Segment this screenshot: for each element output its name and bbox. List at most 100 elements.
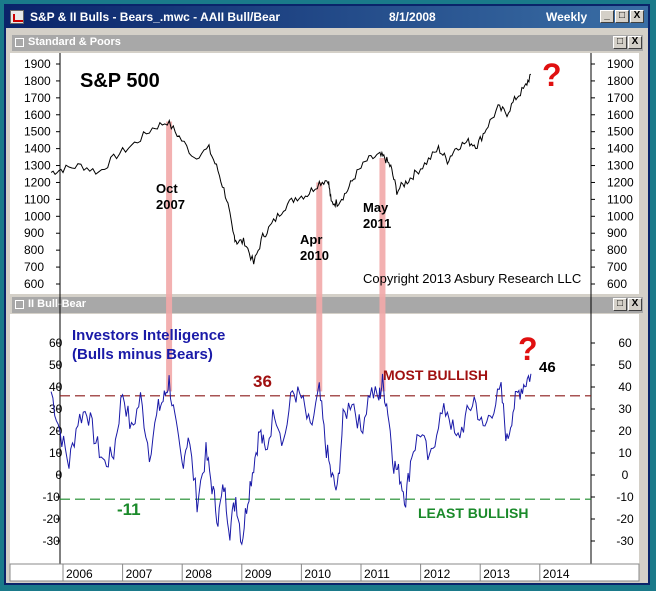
sp-right-tick-label: 1300: [607, 159, 634, 173]
x-year-tick-label: 2007: [126, 567, 153, 581]
ii-left-tick-label: 0: [56, 468, 63, 482]
least-bullish-value-label: -11: [117, 500, 141, 519]
ii-right-tick-label: -20: [616, 512, 634, 526]
sp-chart-title: S&P 500: [80, 70, 160, 92]
x-year-tick-label: 2009: [245, 567, 272, 581]
ii-plot-area: [60, 314, 591, 564]
sp-right-tick-label: 1100: [607, 192, 633, 206]
ii-left-tick-label: 30: [49, 402, 63, 416]
sp-left-tick-label: 700: [24, 260, 44, 274]
copyright-label: Copyright 2013 Asbury Research LLC: [363, 271, 581, 286]
sp-right-tick-label: 1500: [607, 125, 634, 139]
window-date: 8/1/2008: [389, 10, 436, 24]
bottom-panel-name: II Bull-Bear: [28, 298, 87, 310]
sp-left-tick-label: 1100: [24, 192, 50, 206]
ii-left-tick-label: -10: [43, 490, 61, 504]
sp-right-tick-label: 1800: [607, 74, 634, 88]
annotation-label-month: May: [363, 200, 389, 215]
sp-right-tick-label: 700: [607, 260, 627, 274]
sp-left-tick-label: 1700: [24, 91, 51, 105]
x-year-tick-label: 2014: [543, 567, 570, 581]
x-year-tick-label: 2011: [364, 567, 390, 581]
sp-right-tick-label: 800: [607, 243, 627, 257]
ii-left-tick-label: 10: [49, 446, 63, 460]
sp-left-tick-label: 1300: [24, 159, 51, 173]
x-year-tick-label: 2008: [185, 567, 212, 581]
highlight-band: [166, 121, 173, 392]
annotation-label-month: Oct: [156, 181, 178, 196]
x-year-tick-label: 2013: [483, 567, 510, 581]
annotation-label-year: 2010: [300, 248, 329, 263]
sp-right-tick-label: 1200: [607, 175, 634, 189]
ii-left-axis-area: [10, 314, 60, 564]
most-bullish-value-label: 36: [253, 372, 272, 391]
ii-chart-subtitle: (Bulls minus Bears): [72, 346, 213, 363]
sp-right-tick-label: 1400: [607, 142, 634, 156]
sp-right-tick-label: 1900: [607, 57, 634, 71]
sp-left-tick-label: 600: [24, 277, 44, 291]
sp-question-mark: ?: [542, 57, 562, 93]
ii-right-tick-label: 40: [618, 380, 632, 394]
ii-right-tick-label: 50: [618, 358, 632, 372]
sp-right-tick-label: 1700: [607, 91, 634, 105]
sp-left-tick-label: 1000: [24, 209, 51, 223]
annotation-label-month: Apr: [300, 232, 322, 247]
window-period[interactable]: Weekly: [546, 10, 588, 24]
ii-left-tick-label: 40: [49, 380, 63, 394]
sp-left-tick-label: 900: [24, 226, 44, 240]
x-axis-strip: [9, 563, 640, 582]
ii-right-tick-label: 20: [618, 424, 632, 438]
panel-box-icon: [15, 300, 24, 309]
ii-right-tick-label: 60: [618, 336, 632, 350]
close-button[interactable]: X: [630, 10, 644, 23]
ii-question-mark: ?: [518, 331, 538, 367]
ii-right-tick-label: -10: [616, 490, 634, 504]
ii-right-tick-label: -30: [616, 534, 634, 548]
ii-left-tick-label: 60: [49, 336, 63, 350]
most-bullish-label: MOST BULLISH: [383, 367, 488, 383]
ii-right-tick-label: 0: [622, 468, 629, 482]
sp-left-tick-label: 1900: [24, 57, 51, 71]
title-bar: S&P & II Bulls - Bears_.mwc - AAII Bull/…: [6, 6, 648, 28]
panel-box-icon: [15, 38, 24, 47]
sp-left-tick-label: 800: [24, 243, 44, 257]
sp-left-tick-label: 1600: [24, 108, 51, 122]
maximize-button[interactable]: □: [615, 10, 629, 23]
highlight-band: [379, 157, 386, 392]
chart-app-icon: [10, 10, 24, 24]
ii-right-tick-label: 30: [618, 402, 632, 416]
sp-right-tick-label: 900: [607, 226, 627, 240]
least-bullish-label: LEAST BULLISH: [418, 505, 528, 521]
bottom-panel-maximize-button[interactable]: □: [613, 298, 627, 311]
x-year-tick-label: 2006: [66, 567, 93, 581]
sp-plot-area: [60, 53, 591, 294]
x-year-tick-label: 2010: [304, 567, 331, 581]
sp-right-tick-label: 600: [607, 277, 627, 291]
bottom-panel-close-button[interactable]: X: [628, 298, 642, 311]
annotation-label-year: 2011: [363, 216, 391, 231]
highlight-band: [316, 182, 323, 392]
window-title: S&P & II Bulls - Bears_.mwc - AAII Bull/…: [30, 10, 281, 24]
latest-value-label: 46: [539, 359, 556, 376]
sp-series-line: [50, 73, 532, 265]
sp-right-axis-area: [591, 53, 639, 294]
top-panel-close-button[interactable]: X: [628, 36, 642, 49]
sp-left-tick-label: 1200: [24, 175, 51, 189]
ii-left-tick-label: -30: [43, 534, 61, 548]
ii-series-line: [50, 373, 532, 546]
ii-chart-title: Investors Intelligence: [72, 327, 225, 344]
ii-right-tick-label: 10: [618, 446, 632, 460]
sp-left-axis-area: [10, 53, 60, 294]
annotation-label-year: 2007: [156, 197, 185, 212]
sp-left-tick-label: 1500: [24, 125, 51, 139]
minimize-button[interactable]: _: [600, 10, 614, 23]
sp-right-tick-label: 1000: [607, 209, 634, 223]
sp-right-tick-label: 1600: [607, 108, 634, 122]
top-panel-bar: Standard & Poors □ X: [12, 35, 643, 51]
ii-left-tick-label: 50: [49, 358, 63, 372]
sp-left-tick-label: 1800: [24, 74, 51, 88]
x-year-tick-label: 2012: [424, 567, 451, 581]
ii-right-axis-area: [591, 314, 639, 564]
top-panel-maximize-button[interactable]: □: [613, 36, 627, 49]
